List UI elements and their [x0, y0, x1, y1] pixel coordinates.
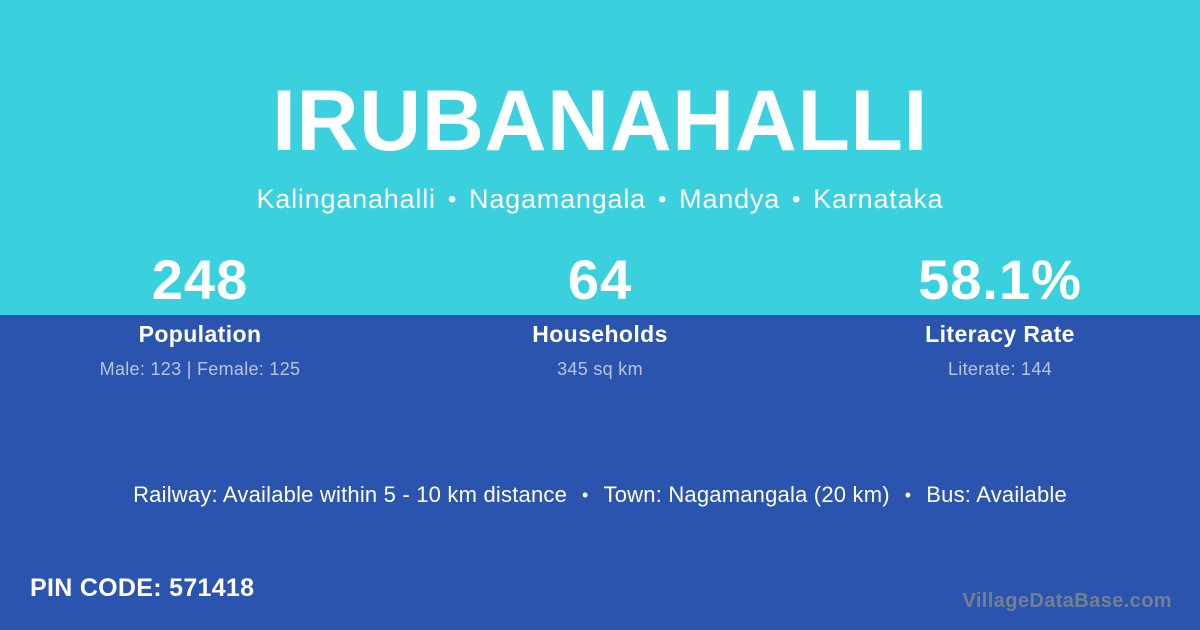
population-label: Population [138, 321, 262, 347]
bullet-separator: • [657, 185, 668, 213]
site-watermark: VillageDataBase.com [962, 590, 1172, 612]
stat-literacy-rate: 58.1% Literacy Rate Literate: 144 [800, 244, 1200, 380]
bullet-separator: • [792, 185, 802, 213]
households-value: 64 [567, 248, 633, 311]
bullet-separator: • [582, 485, 589, 505]
stat-households: 64 Households 345 sq km [400, 244, 800, 380]
bullet-separator: • [904, 485, 912, 505]
population-value: 248 [151, 248, 249, 311]
bus-info: Bus: Available [926, 482, 1067, 507]
literacy-detail: Literate: 144 [948, 358, 1052, 379]
households-detail: 345 sq km [557, 358, 643, 379]
literacy-value: 58.1% [918, 248, 1082, 311]
breadcrumb-state: Karnataka [813, 184, 944, 214]
households-label: Households [532, 321, 668, 347]
breadcrumb-district: Mandya [679, 184, 781, 214]
stat-population: 248 Population Male: 123 | Female: 125 [0, 244, 400, 380]
breadcrumb-taluk: Nagamangala [469, 184, 646, 214]
population-detail: Male: 123 | Female: 125 [99, 358, 301, 379]
literacy-label: Literacy Rate [925, 321, 1075, 347]
transport-info-line: Railway: Available within 5 - 10 km dist… [0, 482, 1200, 508]
village-title: IRUBANAHALLI [272, 73, 928, 169]
town-info: Town: Nagamangala (20 km) [603, 482, 890, 507]
railway-info: Railway: Available within 5 - 10 km dist… [133, 482, 568, 507]
pin-code: PIN CODE: 571418 [30, 574, 255, 602]
location-breadcrumb: Kalinganahalli • Nagamangala • Mandya • … [0, 184, 1200, 215]
bullet-separator: • [447, 185, 458, 213]
stats-row: 248 Population Male: 123 | Female: 125 6… [0, 244, 1200, 380]
breadcrumb-village: Kalinganahalli [256, 184, 436, 214]
